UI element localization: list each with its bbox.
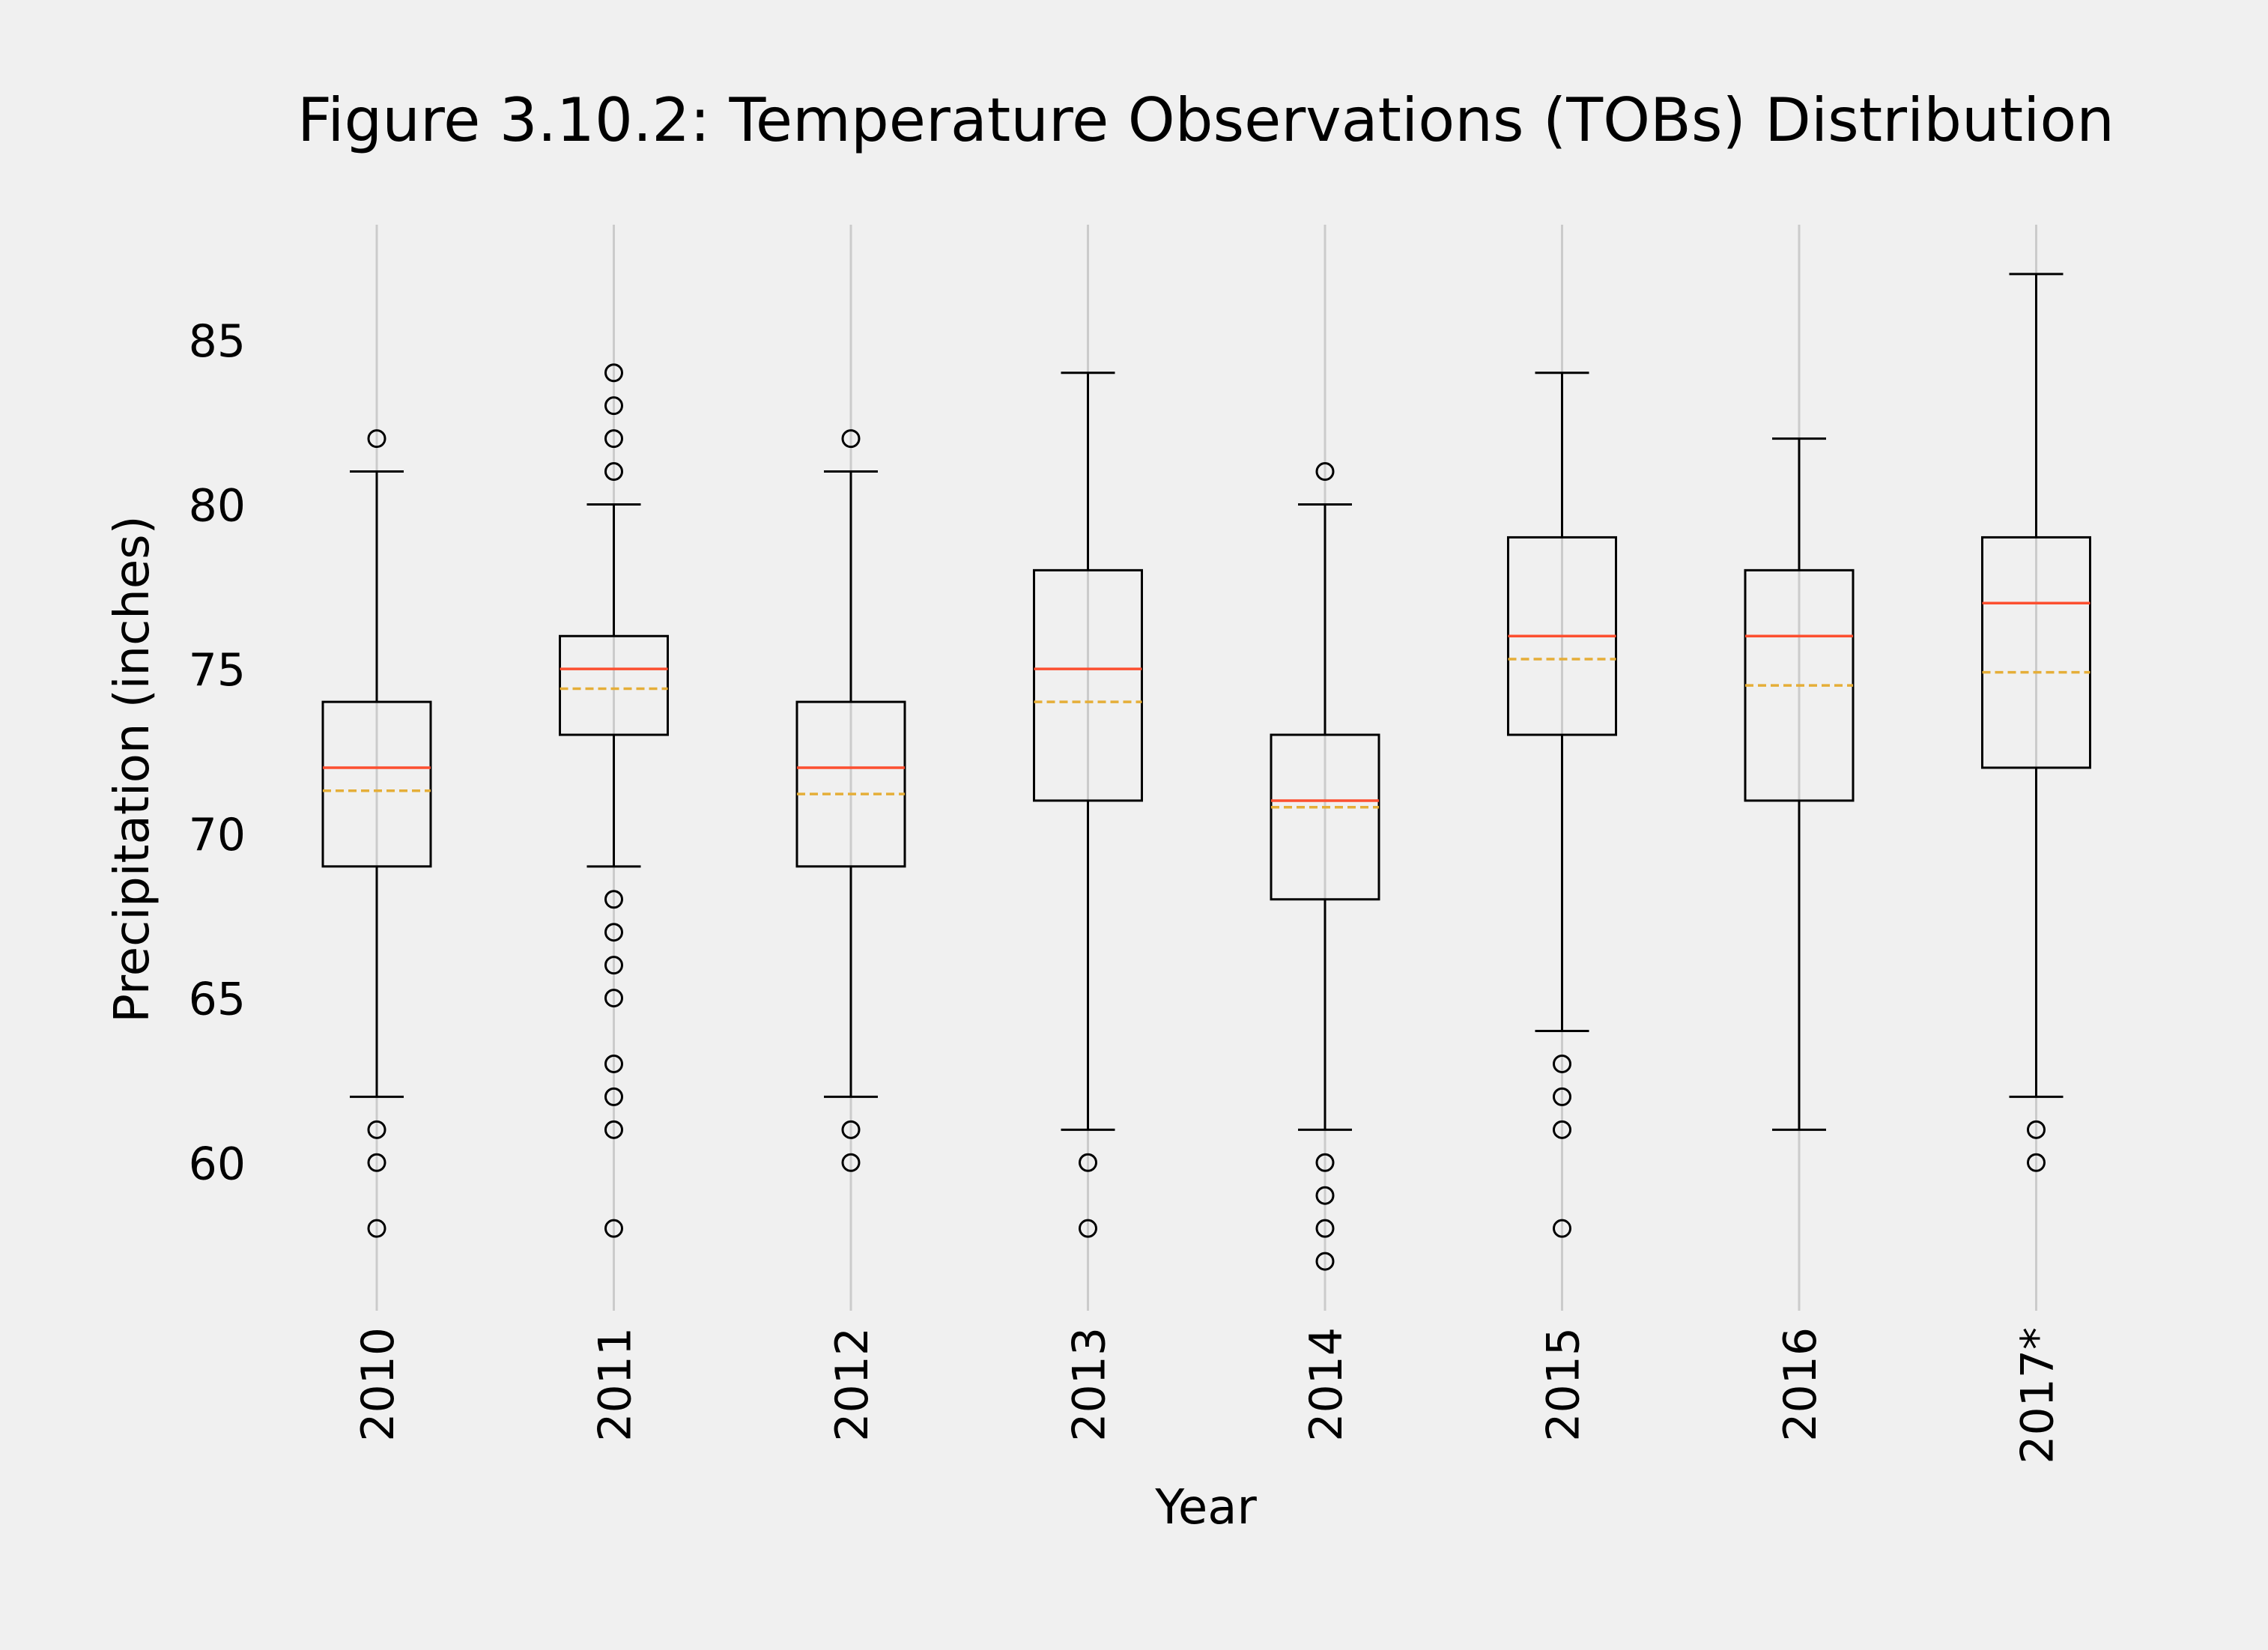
x-tick-label-2011: 2011 xyxy=(589,1327,642,1442)
x-tick-labels: 2010 2011 2012 2013 2014 2015 2016 2017* xyxy=(352,1327,2064,1464)
box-group-2016 xyxy=(1744,437,1855,1131)
y-tick-label-75: 75 xyxy=(189,644,246,697)
outlier-point xyxy=(1315,1252,1335,1271)
x-tick-label-2012: 2012 xyxy=(826,1327,879,1442)
box-group-2010 xyxy=(321,429,432,1238)
box-group-2013 xyxy=(1033,371,1143,1238)
box-iqr xyxy=(1033,568,1143,802)
outlier-point xyxy=(1315,1153,1335,1172)
outlier-point xyxy=(1079,1219,1097,1238)
outlier-point xyxy=(1553,1054,1571,1073)
outlier-point xyxy=(367,1153,386,1172)
outlier-point xyxy=(367,429,386,449)
outlier-point xyxy=(1079,1153,1097,1172)
x-tick-label-2014: 2014 xyxy=(1300,1327,1353,1442)
outlier-point xyxy=(604,1087,623,1106)
box-group-2012 xyxy=(795,429,906,1172)
x-tick-label-2015: 2015 xyxy=(1538,1327,1590,1442)
outlier-point xyxy=(1553,1219,1571,1238)
y-tick-labels: 60 65 70 75 80 85 xyxy=(189,315,246,1190)
outlier-point xyxy=(604,1219,623,1238)
outlier-point xyxy=(2027,1153,2046,1172)
x-tick-label-2017*: 2017* xyxy=(2012,1327,2064,1464)
chart-title: Figure 3.10.2: Temperature Observations … xyxy=(297,85,2114,155)
box-group-2014 xyxy=(1270,462,1380,1271)
outlier-point xyxy=(604,923,623,942)
outlier-point xyxy=(604,989,623,1008)
outlier-point xyxy=(367,1120,386,1139)
outlier-point xyxy=(1315,462,1335,482)
x-tick-label-2016: 2016 xyxy=(1774,1327,1827,1442)
outlier-point xyxy=(604,396,623,416)
x-axis-label: Year xyxy=(1154,1480,1257,1535)
outlier-point xyxy=(604,1120,623,1139)
box-iqr xyxy=(559,634,669,736)
y-tick-label-80: 80 xyxy=(189,479,246,532)
outlier-point xyxy=(367,1219,386,1238)
box-group-2015 xyxy=(1507,371,1617,1238)
outlier-point xyxy=(604,1054,623,1073)
y-tick-label-65: 65 xyxy=(189,974,246,1026)
box-layer xyxy=(321,273,2091,1271)
box-group-2017* xyxy=(1981,273,2091,1172)
outlier-point xyxy=(2027,1120,2046,1139)
y-tick-label-60: 60 xyxy=(189,1138,246,1190)
x-tick-label-2013: 2013 xyxy=(1064,1327,1116,1442)
box-iqr xyxy=(795,700,906,868)
x-tick-label-2010: 2010 xyxy=(352,1327,404,1442)
box-iqr xyxy=(1270,733,1380,901)
box-iqr xyxy=(321,700,432,868)
outlier-point xyxy=(604,956,623,975)
box-group-2011 xyxy=(559,363,669,1238)
outlier-point xyxy=(1315,1186,1335,1205)
y-axis-label: Precipitation (inches) xyxy=(105,515,160,1022)
outlier-point xyxy=(841,1153,861,1172)
outlier-point xyxy=(841,1120,861,1139)
box-iqr xyxy=(1981,536,2091,769)
outlier-point xyxy=(1553,1120,1571,1139)
outlier-point xyxy=(604,363,623,383)
outlier-point xyxy=(604,890,623,909)
outlier-point xyxy=(1315,1219,1335,1238)
outlier-point xyxy=(841,429,861,449)
y-tick-label-70: 70 xyxy=(189,809,246,861)
outlier-point xyxy=(1553,1087,1571,1106)
outlier-point xyxy=(604,429,623,449)
y-tick-label-85: 85 xyxy=(189,315,246,368)
outlier-point xyxy=(604,462,623,482)
